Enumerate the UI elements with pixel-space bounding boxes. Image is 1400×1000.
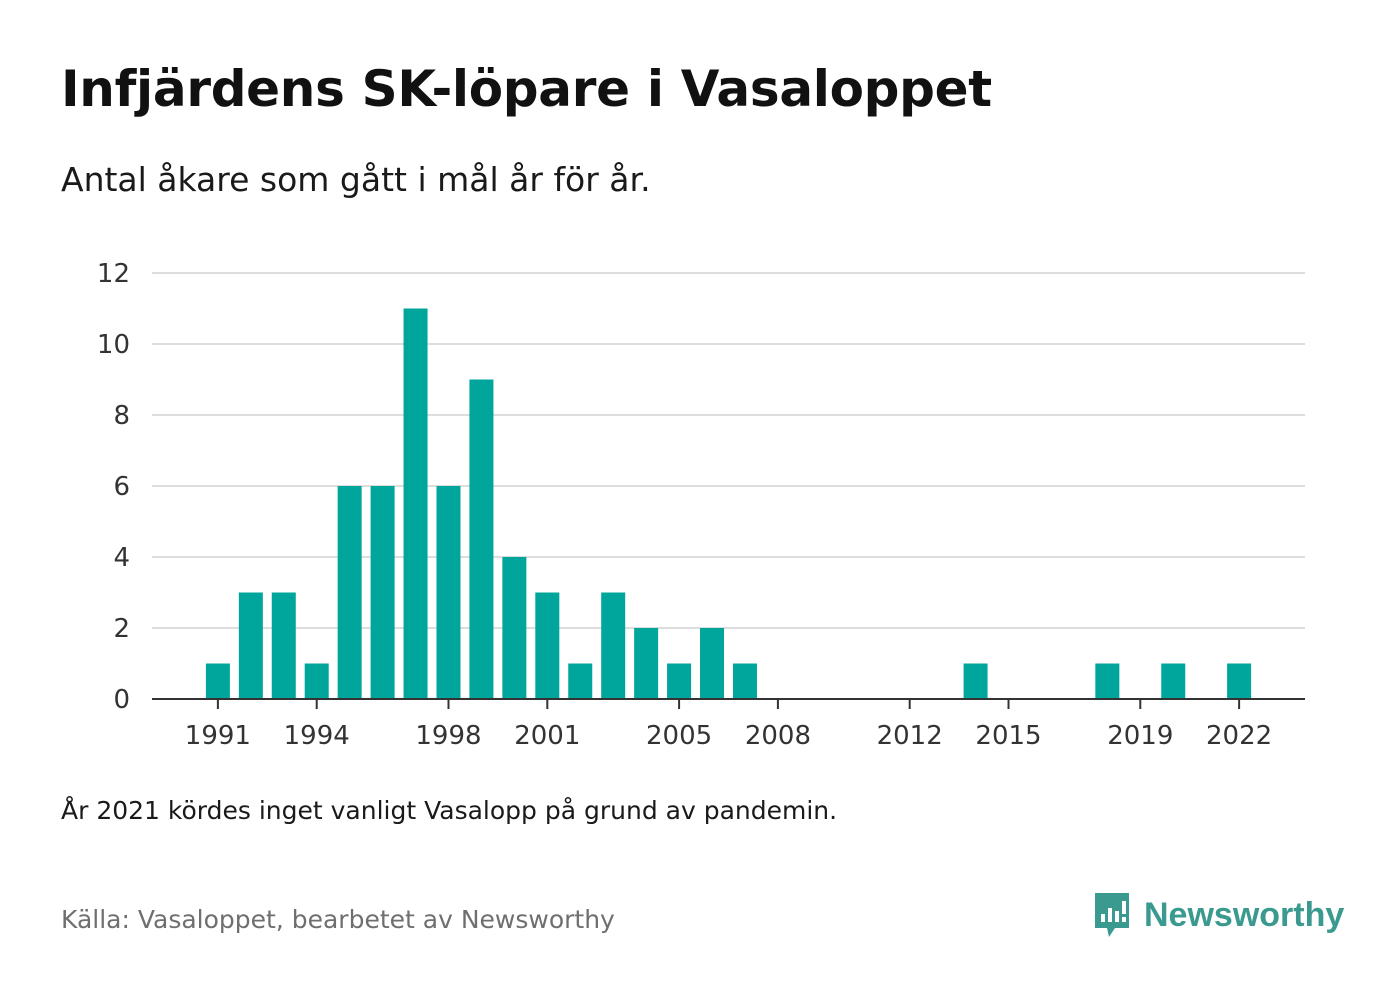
bar [271, 592, 296, 699]
y-tick-label: 6 [113, 472, 130, 502]
bar [502, 557, 527, 699]
footnote: År 2021 kördes inget vanligt Vasalopp på… [61, 796, 838, 825]
y-tick-label: 4 [113, 543, 130, 573]
bar [700, 628, 725, 699]
x-tick-label: 2005 [646, 721, 712, 751]
source-text: Källa: Vasaloppet, bearbetet av Newswort… [61, 905, 615, 934]
x-tick-label: 2019 [1107, 721, 1173, 751]
newsworthy-logo-icon [1095, 893, 1129, 937]
bar [732, 663, 757, 699]
bar [1161, 663, 1186, 699]
y-tick-label: 0 [113, 685, 130, 715]
y-tick-label: 2 [113, 614, 130, 644]
chart-subtitle: Antal åkare som gått i mål år för år. [61, 160, 651, 199]
bar [337, 486, 362, 699]
bar [568, 663, 593, 699]
bar [304, 663, 329, 699]
bar [963, 663, 988, 699]
bar [370, 486, 395, 699]
x-tick-label: 2022 [1206, 721, 1272, 751]
bar [469, 379, 494, 699]
y-tick-label: 12 [97, 259, 130, 289]
brand-logo: Newsworthy [1092, 890, 1344, 940]
brand-name: Newsworthy [1144, 895, 1345, 934]
bar [1095, 663, 1120, 699]
bar [205, 663, 230, 699]
bar [601, 592, 626, 699]
axes: 0 2 4 6 8 10 12 1991 1994 1998 2001 2005 2008 2012 201… [97, 259, 1305, 751]
x-tick-label: 1994 [284, 721, 350, 751]
y-tick-label: 10 [97, 330, 130, 360]
grid-lines [152, 272, 1305, 629]
x-tick-label: 2001 [514, 721, 580, 751]
bar [535, 592, 560, 699]
bar [1227, 663, 1252, 699]
bar [403, 308, 428, 699]
bar [634, 628, 659, 699]
y-tick-label: 8 [113, 401, 130, 431]
x-tick-label: 2012 [877, 721, 943, 751]
chart-title: Infjärdens SK-löpare i Vasaloppet [61, 60, 992, 118]
bar [667, 663, 692, 699]
x-tick-label: 1998 [415, 721, 481, 751]
bar [436, 486, 461, 699]
bar-chart: 0 2 4 6 8 10 12 1991 1994 1998 2001 2005 2008 2012 201… [97, 259, 1305, 751]
bars [205, 308, 1252, 699]
x-tick-label: 2008 [745, 721, 811, 751]
bar [238, 592, 263, 699]
x-tick-label: 2015 [975, 721, 1041, 751]
x-tick-label: 1991 [185, 721, 251, 751]
